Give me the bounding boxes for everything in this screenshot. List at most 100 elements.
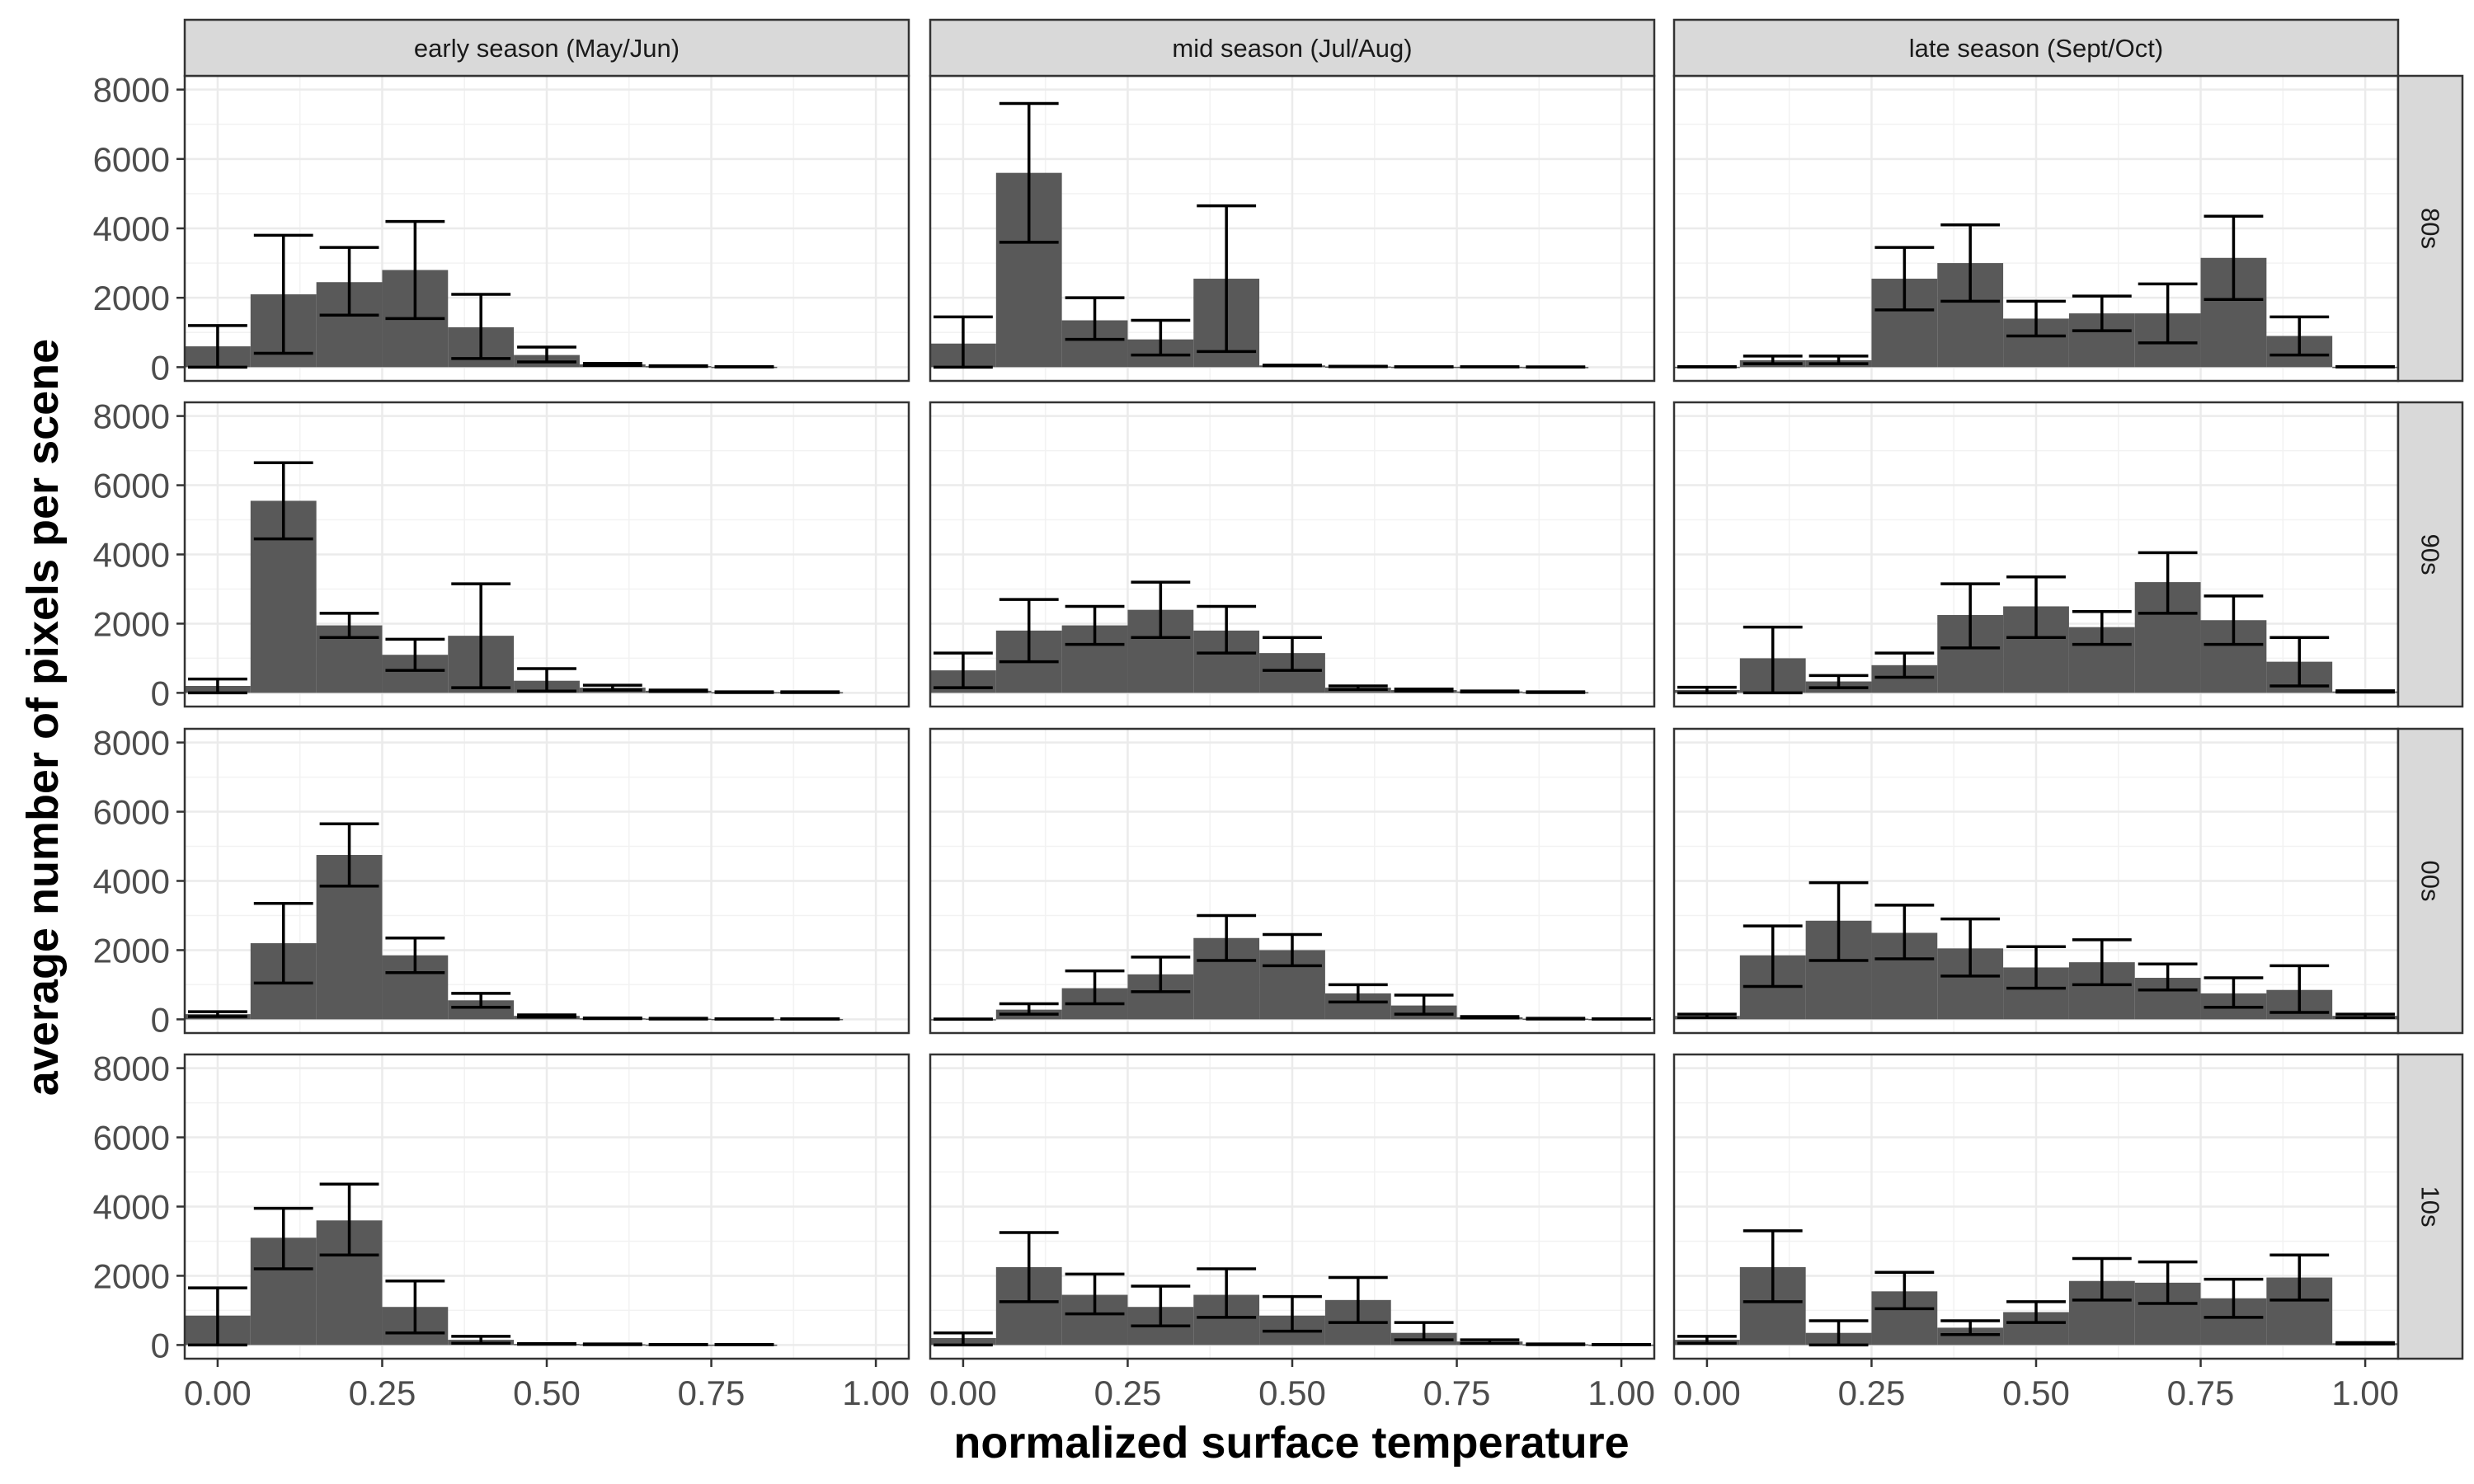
facet-panel-10s-0 <box>183 1053 910 1360</box>
error-bar <box>999 598 1059 664</box>
error-bar <box>385 937 445 974</box>
error-bar <box>582 1016 642 1021</box>
error-bar <box>1874 904 1935 960</box>
error-bar <box>2138 1260 2198 1305</box>
x-tick-label: 1.00 <box>2331 1374 2399 1412</box>
error-bar <box>385 219 445 321</box>
error-bar <box>933 651 993 689</box>
error-bar <box>1940 223 2001 303</box>
error-bar <box>2269 964 2330 1014</box>
error-bar <box>1394 993 1454 1016</box>
error-bar <box>2138 962 2198 992</box>
y-tick-label: 0 <box>151 1326 170 1364</box>
facet-panel-90s-2 <box>1672 401 2400 708</box>
error-bar <box>2072 294 2132 332</box>
histogram-bar <box>448 1000 515 1020</box>
y-tick-label: 0 <box>151 674 170 712</box>
y-axis-title: average number of pixels per scene <box>18 339 68 1096</box>
x-tick-label: 0.75 <box>2167 1374 2235 1412</box>
error-bar <box>1677 1335 1737 1345</box>
error-bar <box>2072 1256 2132 1302</box>
error-bar <box>648 688 708 693</box>
facet-panel-90s-1 <box>929 401 1656 708</box>
error-bar <box>2269 315 2330 357</box>
error-bar <box>1131 580 1191 639</box>
error-bar <box>582 1342 642 1346</box>
error-bar <box>1940 917 2001 978</box>
error-bar <box>253 902 313 985</box>
error-bar <box>385 637 445 672</box>
y-tick-label: 0 <box>151 1000 170 1039</box>
error-bar <box>517 1341 576 1346</box>
row-strip <box>2396 401 2464 708</box>
error-bar <box>253 233 313 355</box>
x-tick-label: 0.50 <box>2002 1374 2070 1412</box>
error-bar <box>253 1206 313 1270</box>
x-tick-label: 0.00 <box>1673 1374 1741 1412</box>
error-bar <box>648 364 708 369</box>
error-bar <box>319 822 379 888</box>
error-bar <box>2072 610 2132 646</box>
error-bar <box>1328 1275 1388 1324</box>
error-bar <box>2138 282 2198 345</box>
y-tick-label: 2000 <box>93 279 170 317</box>
y-tick-label: 8000 <box>93 724 170 763</box>
x-tick-label: 1.00 <box>842 1374 910 1412</box>
error-bar <box>451 992 511 1009</box>
error-bar <box>1328 684 1388 691</box>
x-tick-label: 0.25 <box>349 1374 416 1412</box>
y-tick-label: 2000 <box>93 931 170 970</box>
facet-panel-00s-0 <box>183 727 910 1035</box>
error-bar <box>1197 204 1257 354</box>
error-bar <box>1940 582 2001 650</box>
error-bar <box>1197 604 1257 655</box>
error-bar <box>2138 551 2198 615</box>
y-tick-label: 6000 <box>93 140 170 179</box>
x-axis-title: normalized surface temperature <box>953 1418 1629 1468</box>
column-strip <box>183 18 910 77</box>
row-strip <box>2396 727 2464 1035</box>
error-bar <box>1197 913 1257 962</box>
facet-panel-80s-1 <box>929 74 1656 383</box>
error-bar <box>451 582 511 689</box>
error-bar <box>2204 214 2264 302</box>
error-bar <box>1526 690 1586 694</box>
x-tick-label: 0.75 <box>1423 1374 1491 1412</box>
error-bar <box>253 461 313 541</box>
y-tick-label: 6000 <box>93 793 170 832</box>
error-bar <box>933 315 993 369</box>
y-tick-label: 0 <box>151 348 170 387</box>
error-bar <box>1394 1321 1454 1341</box>
y-tick-label: 4000 <box>93 1188 170 1227</box>
error-bar <box>1065 296 1125 341</box>
x-tick-label: 0.25 <box>1094 1374 1162 1412</box>
error-bar <box>648 1017 708 1021</box>
error-bar <box>999 101 1059 244</box>
y-tick-label: 8000 <box>93 1050 170 1088</box>
error-bar <box>1874 246 1935 312</box>
panel-border <box>929 401 1656 708</box>
error-bar <box>1808 355 1869 365</box>
y-tick-label: 8000 <box>93 71 170 110</box>
error-bar <box>2269 636 2330 688</box>
row-strip-label: 00s <box>2416 861 2445 902</box>
column-strip-label: early season (May/Jun) <box>414 34 680 63</box>
error-bar <box>1460 689 1520 694</box>
row-strip <box>2396 1053 2464 1360</box>
error-bar <box>1263 932 1322 968</box>
error-bar <box>2072 938 2132 987</box>
x-tick-label: 0.00 <box>184 1374 252 1412</box>
error-bar <box>2006 299 2066 338</box>
facet-panel-00s-2 <box>1672 727 2400 1035</box>
error-bar <box>714 690 774 694</box>
error-bar <box>2269 1253 2330 1302</box>
error-bar <box>1263 1294 1322 1333</box>
error-bar <box>1526 1342 1586 1346</box>
error-bar <box>319 246 379 317</box>
error-bar <box>1677 685 1737 695</box>
error-bar <box>1808 674 1869 689</box>
facet-panel-80s-0 <box>183 74 910 383</box>
error-bar <box>2006 575 2066 639</box>
row-strip <box>2396 74 2464 383</box>
y-tick-label: 2000 <box>93 1256 170 1295</box>
